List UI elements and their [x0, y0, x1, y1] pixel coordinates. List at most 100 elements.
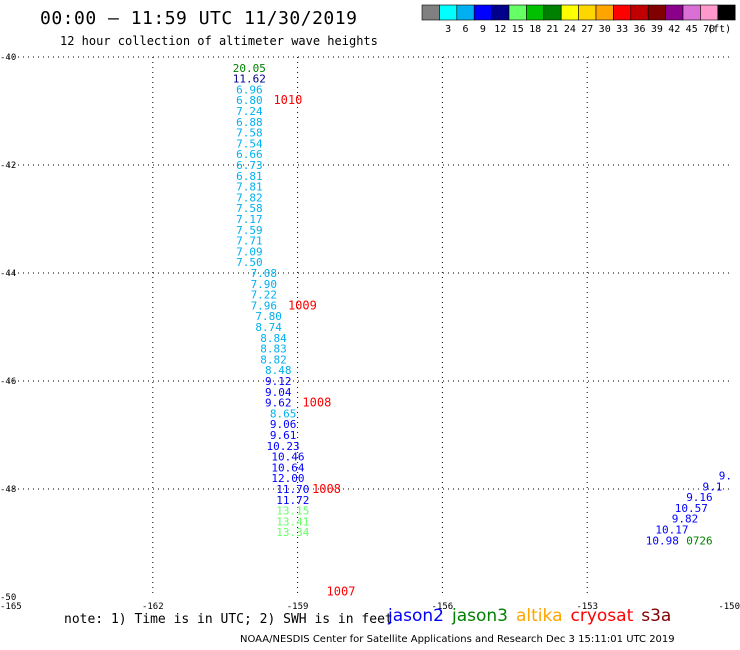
swh-value: 11.62	[233, 73, 266, 86]
x-tick-label: -153	[576, 602, 598, 612]
colorbar-swatch	[578, 4, 597, 21]
swh-value: 7.50	[236, 256, 263, 269]
x-tick-label: -159	[287, 602, 309, 612]
axis-ticks: -40 -42 -44 -46 -48 -50-165 -162 -159 -156 -153 -1…	[0, 53, 740, 612]
swh-value: 7.96	[251, 299, 278, 312]
swh-value: 6.81	[236, 170, 263, 183]
legend-altika: altika	[516, 606, 563, 626]
swh-value: 8.48	[265, 364, 292, 377]
swh-value: 7.09	[236, 245, 263, 258]
swh-value: 10.23	[267, 440, 300, 453]
colorbar-label: 33	[616, 24, 628, 35]
y-tick-label: -44	[0, 269, 16, 279]
pressure-label: 1009	[288, 298, 317, 312]
colorbar-label: 39	[651, 24, 663, 35]
footer-credit: NOAA/NESDIS Center for Satellite Applica…	[240, 634, 675, 645]
colorbar-swatch	[421, 4, 440, 21]
colorbar-swatch	[526, 4, 545, 21]
colorbar-swatch	[508, 4, 527, 21]
colorbar-label: 15	[512, 24, 524, 35]
legend-jason3: jason3	[452, 606, 508, 626]
swh-value: 8.82	[260, 353, 287, 366]
swh-value: 9.62	[265, 397, 292, 410]
swh-value: 8.65	[270, 407, 297, 420]
swh-value: 7.24	[236, 105, 263, 118]
colorbar-label: 18	[529, 24, 541, 35]
swh-value: 10.98	[646, 534, 679, 547]
legend-jason2: jason2	[388, 606, 444, 626]
swh-value: 6.88	[236, 116, 263, 129]
colorbar-swatch	[630, 4, 649, 21]
swh-value: 10.57	[675, 502, 708, 515]
colorbar-swatch	[473, 4, 492, 21]
swh-value: 8.84	[260, 332, 287, 345]
swh-value: 10.46	[271, 451, 304, 464]
legend-cryosat: cryosat	[570, 606, 634, 626]
satellite-legend: jason2 jason3 altika cryosat s3a	[388, 606, 679, 626]
colorbar-unit: (ft)	[707, 24, 731, 35]
swh-value: 7.58	[236, 127, 263, 140]
colorbar-label: 36	[633, 24, 645, 35]
chart-title: 00:00 – 11:59 UTC 11/30/2019	[40, 8, 358, 29]
colorbar-label: 24	[564, 24, 576, 35]
swh-value: 20.05	[233, 62, 266, 75]
swh-value: 11.70	[276, 483, 309, 496]
swh-value: 7.82	[236, 191, 263, 204]
y-tick-label: -48	[0, 485, 16, 495]
swh-value: 12.00	[271, 472, 304, 485]
swh-value: 13.41	[276, 515, 309, 528]
swh-value: 7.58	[236, 202, 263, 215]
swh-value: 7.17	[236, 213, 263, 226]
wave-height-labels: 20.0511.626.966.807.246.887.587.546.666.…	[233, 62, 732, 599]
colorbar-label: 45	[686, 24, 698, 35]
x-tick-label: -150	[718, 602, 740, 612]
y-tick-label: -46	[0, 377, 16, 387]
x-tick-label: -162	[142, 602, 164, 612]
chart-subtitle: 12 hour collection of altimeter wave hei…	[60, 34, 378, 48]
x-tick-label: -165	[0, 602, 22, 612]
colorbar-swatch	[613, 4, 632, 21]
swh-value: 6.66	[236, 148, 263, 161]
colorbar-swatch	[682, 4, 701, 21]
swh-value: 7.71	[236, 235, 263, 248]
colorbar-label: 27	[581, 24, 593, 35]
colorbar-swatch	[665, 4, 684, 21]
colorbar-label: 6	[462, 24, 468, 35]
pressure-label: 1008	[312, 482, 341, 496]
colorbar-label: 70	[703, 24, 715, 35]
legend-s3a: s3a	[641, 606, 672, 626]
footer-note: note: 1) Time is in UTC; 2) SWH is in fe…	[64, 612, 393, 627]
swh-value: 9.04	[265, 386, 292, 399]
swh-value: 0726	[686, 534, 713, 547]
swh-value: 9.12	[265, 375, 292, 388]
y-tick-label: -50	[0, 593, 16, 603]
swh-value: 13.15	[276, 505, 309, 518]
swh-value: 6.73	[236, 159, 263, 172]
swh-value: 9.1	[702, 480, 722, 493]
colorbar-swatch	[647, 4, 666, 21]
colorbar-label: 12	[494, 24, 506, 35]
pressure-label: 1010	[273, 93, 302, 107]
swh-value: 9.61	[270, 429, 297, 442]
swh-value: 7.54	[236, 137, 263, 150]
pressure-label: 1007	[327, 585, 356, 599]
chart-grid	[8, 56, 732, 597]
swh-value: 7.08	[251, 267, 278, 280]
swh-value: 11.72	[276, 494, 309, 507]
swh-value: 7.90	[251, 278, 278, 291]
swh-value: 9.	[719, 470, 732, 483]
swh-value: 7.80	[255, 310, 282, 323]
colorbar-label: 9	[480, 24, 486, 35]
colorbar-swatch	[717, 4, 736, 21]
colorbar-swatch	[560, 4, 579, 21]
swh-value: 10.64	[271, 461, 304, 474]
swh-value: 13.34	[276, 526, 309, 539]
swh-value: 7.59	[236, 224, 263, 237]
colorbar-label: 21	[546, 24, 558, 35]
colorbar-swatch	[595, 4, 614, 21]
swh-value: 10.17	[655, 524, 688, 537]
colorbar-swatch	[491, 4, 510, 21]
swh-value: 6.96	[236, 83, 263, 96]
y-tick-label: -42	[0, 161, 16, 171]
